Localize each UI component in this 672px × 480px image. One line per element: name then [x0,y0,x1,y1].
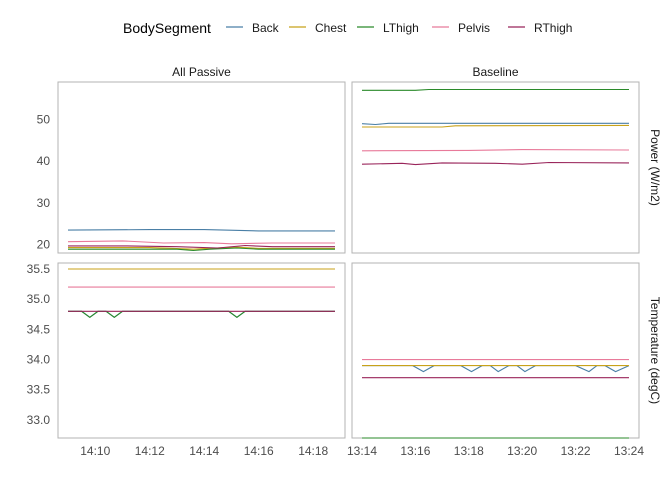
x-tick-label: 14:16 [244,444,274,458]
series-line-lthigh [362,88,629,91]
facet-panel [351,81,640,254]
y-tick-label: 35.5 [27,262,51,276]
x-tick-label: 13:20 [507,444,537,458]
y-tick-label: 30 [37,196,51,210]
facet-panel [57,262,346,439]
series-line-chest [362,124,630,128]
y-tick-label: 33.5 [27,383,51,397]
facet-panels [57,81,640,439]
legend-label-rthigh: RThigh [534,21,572,35]
y-tick-label: 34.5 [27,322,51,336]
legend-label-chest: Chest [315,21,347,35]
x-tick-label: 13:14 [347,444,377,458]
x-tick-label: 14:12 [135,444,165,458]
series-line-pelvis [67,240,335,245]
x-tick-label: 14:18 [298,444,328,458]
series-line-lthigh [68,247,335,252]
x-axis-ticks: 14:10 14:12 14:14 14:16 14:18 13:14 13:16 13:18… [80,444,644,458]
y-tick-label: 34.0 [27,353,51,367]
y-tick-label: 20 [37,238,51,252]
legend: BodySegment Back Chest LThigh Pelvis RThigh [123,20,572,36]
legend-label-lthigh: LThigh [383,21,419,35]
y-axis-ticks: 20 30 40 50 33.0 33.5 34.0 34.5 35.0 35.5 [27,113,51,427]
x-tick-label: 13:22 [561,444,591,458]
series-line-chest [68,246,335,250]
row-strip-label: Power (W/m2) [648,129,662,206]
facet-panel [351,262,640,439]
column-strip-label: All Passive [172,65,231,79]
y-tick-label: 33.0 [27,413,51,427]
series-line-rthigh [361,161,630,166]
series-line-back [361,122,629,126]
legend-title: BodySegment [123,20,211,36]
x-tick-label: 13:16 [400,444,430,458]
row-strip-label: Temperature (degC) [648,297,662,404]
legend-label-pelvis: Pelvis [458,21,490,35]
x-tick-label: 13:24 [614,444,644,458]
y-tick-label: 40 [37,154,51,168]
column-strip-label: Baseline [472,65,518,79]
x-tick-label: 14:14 [189,444,219,458]
x-tick-label: 13:18 [454,444,484,458]
series-line-pelvis [361,149,630,152]
y-tick-label: 35.0 [27,292,51,306]
series-line-lthigh [68,310,335,318]
legend-label-back: Back [252,21,280,35]
facet-panel [57,81,346,254]
series-line-rthigh [68,244,335,249]
series-line-back [67,229,335,232]
y-tick-label: 50 [37,113,51,127]
x-tick-label: 14:10 [80,444,110,458]
facet-strips: All Passive Baseline Power (W/m2) Temperatu… [172,65,662,404]
